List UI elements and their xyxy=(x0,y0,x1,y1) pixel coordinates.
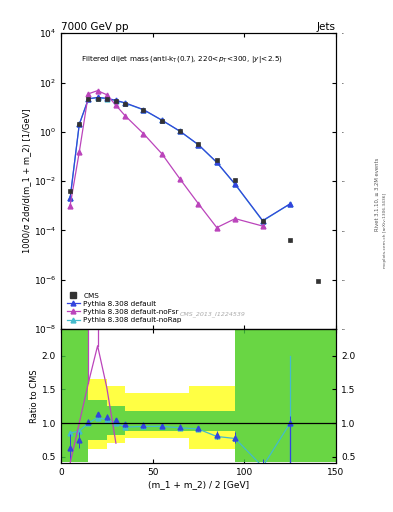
Legend: CMS, Pythia 8.308 default, Pythia 8.308 default-noFsr, Pythia 8.308 default-noRa: CMS, Pythia 8.308 default, Pythia 8.308 … xyxy=(64,290,184,325)
X-axis label: (m_1 + m_2) / 2 [GeV]: (m_1 + m_2) / 2 [GeV] xyxy=(148,480,249,489)
Text: 7000 GeV pp: 7000 GeV pp xyxy=(61,22,129,32)
Text: Filtered dijet mass$\,({\rm anti\text{-}k_T}(0.7),\,220\!<\!p_T\!<\!300,\,|y|\!<: Filtered dijet mass$\,({\rm anti\text{-}… xyxy=(81,54,283,65)
Text: CMS_2013_I1224539: CMS_2013_I1224539 xyxy=(179,311,245,317)
Text: Jets: Jets xyxy=(317,22,336,32)
Text: Rivet 3.1.10, ≥ 3.2M events: Rivet 3.1.10, ≥ 3.2M events xyxy=(375,158,380,231)
Y-axis label: 1000/σ 2dσ/d(m_1 + m_2) [1/GeV]: 1000/σ 2dσ/d(m_1 + m_2) [1/GeV] xyxy=(22,109,31,253)
Text: mcplots.cern.ch [arXiv:1306.3436]: mcplots.cern.ch [arXiv:1306.3436] xyxy=(383,193,387,268)
Y-axis label: Ratio to CMS: Ratio to CMS xyxy=(30,369,39,423)
